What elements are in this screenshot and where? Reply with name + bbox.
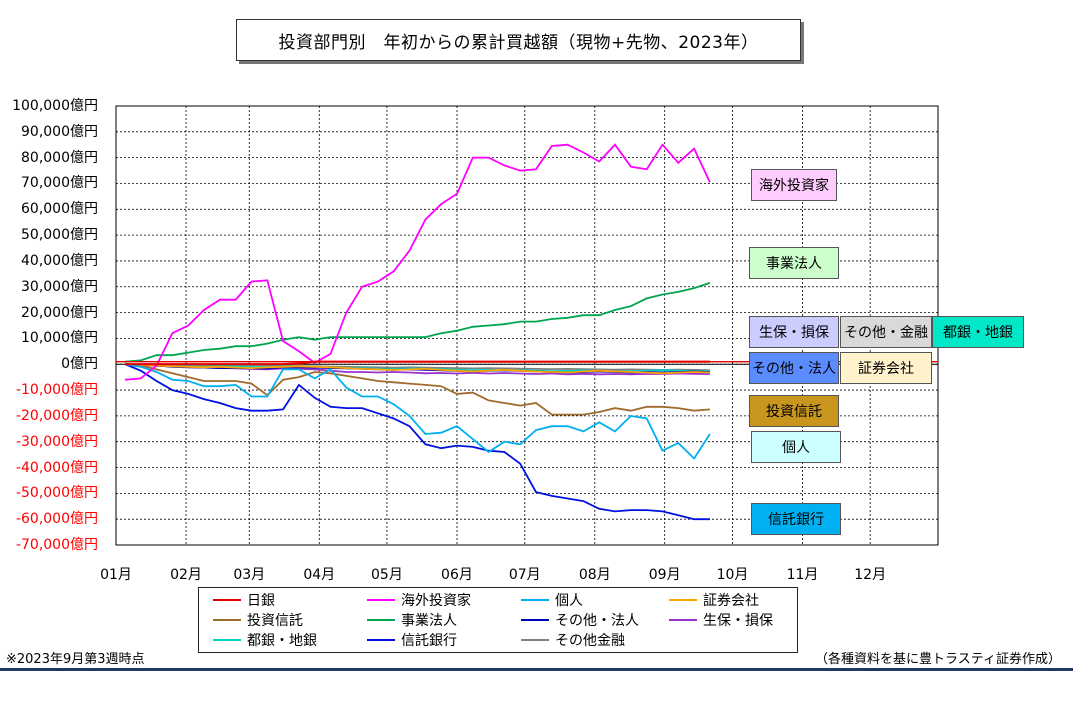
tag-life-insurance: 生保・損保 <box>749 316 839 348</box>
tag-individual: 個人 <box>751 431 841 463</box>
y-tick-label: 90,000億円 <box>21 123 98 140</box>
x-tick-label: 07月 <box>508 567 541 583</box>
legend-swatch <box>521 599 549 601</box>
y-tick-label: -60,000億円 <box>15 511 98 528</box>
legend-swatch <box>213 599 241 601</box>
legend-label: 信託銀行 <box>401 633 457 649</box>
series-line-事業法人 <box>124 282 711 363</box>
legend-item: 都銀・地銀 <box>213 630 317 650</box>
y-tick-label: 10,000億円 <box>21 330 98 347</box>
legend-swatch <box>367 639 395 641</box>
x-tick-label: 12月 <box>854 567 887 583</box>
legend-label: 個人 <box>555 593 583 609</box>
legend-label: 都銀・地銀 <box>247 633 317 649</box>
x-tick-label: 03月 <box>233 567 266 583</box>
tag-overseas: 海外投資家 <box>751 169 837 201</box>
legend-item: その他・法人 <box>521 610 639 630</box>
chart-legend: 日銀 海外投資家 個人 証券会社投資信託 事業法人 その他・法人 生保・損保都銀・地銀 信託銀… <box>198 587 798 653</box>
y-tick-label: -50,000億円 <box>15 485 98 502</box>
y-tick-label: 100,000億円 <box>12 98 98 114</box>
series-line-証券会社 <box>124 363 710 375</box>
series-line-海外投資家 <box>124 143 711 381</box>
x-tick-label: 09月 <box>648 567 681 583</box>
legend-label: 事業法人 <box>401 613 457 629</box>
legend-item: 日銀 <box>213 590 275 610</box>
legend-item: 事業法人 <box>367 610 457 630</box>
y-tick-label: 80,000億円 <box>21 149 98 166</box>
y-tick-label: -40,000億円 <box>15 459 98 476</box>
x-tick-label: 02月 <box>170 567 202 583</box>
x-tick-label: 10月 <box>716 567 749 583</box>
x-tick-label: 11月 <box>786 567 819 583</box>
legend-label: 投資信託 <box>247 613 303 629</box>
legend-item: その他金融 <box>521 630 625 650</box>
y-tick-label: -20,000億円 <box>15 407 98 424</box>
tag-city-bank: 都銀・地銀 <box>932 316 1024 348</box>
tag-business: 事業法人 <box>749 247 839 279</box>
x-tick-label: 06月 <box>441 567 473 583</box>
legend-swatch <box>521 619 549 621</box>
legend-swatch <box>669 619 697 621</box>
series-line-個人 <box>124 363 711 460</box>
legend-item: 生保・損保 <box>669 610 773 630</box>
y-tick-label: 70,000億円 <box>21 175 98 192</box>
footnote: ※2023年9月第3週時点 <box>6 652 145 667</box>
tag-securities: 証券会社 <box>840 352 932 384</box>
tag-other-corporation: その他・法人 <box>749 352 839 384</box>
legend-item: 投資信託 <box>213 610 303 630</box>
y-tick-label: 0億円 <box>61 356 98 373</box>
legend-swatch <box>367 619 395 621</box>
y-tick-label: 30,000億円 <box>21 278 98 295</box>
tag-other-financial: その他・金融 <box>840 316 932 348</box>
x-tick-label: 05月 <box>371 567 403 583</box>
legend-swatch <box>213 619 241 621</box>
series-line-信託銀行 <box>124 363 710 521</box>
legend-item: 信託銀行 <box>367 630 457 650</box>
y-tick-label: 50,000億円 <box>21 227 98 244</box>
y-tick-label: 20,000億円 <box>21 304 98 321</box>
legend-label: 生保・損保 <box>703 613 773 629</box>
y-tick-label: -30,000億円 <box>15 433 98 450</box>
y-tick-label: 40,000億円 <box>21 252 98 269</box>
series-line-投資信託 <box>124 363 710 416</box>
legend-swatch <box>521 639 549 641</box>
legend-item: 個人 <box>521 590 583 610</box>
legend-swatch <box>367 599 395 601</box>
legend-swatch <box>213 639 241 641</box>
bottom-divider <box>0 668 1073 671</box>
legend-label: その他・法人 <box>555 613 639 629</box>
tag-trust-bank: 信託銀行 <box>751 503 841 535</box>
legend-label: その他金融 <box>555 633 625 649</box>
legend-label: 海外投資家 <box>401 593 471 609</box>
y-tick-label: -10,000億円 <box>15 382 98 399</box>
x-tick-label: 08月 <box>578 567 611 583</box>
chart-title: 投資部門別 年初からの累計買越額（現物+先物、2023年） <box>236 19 801 61</box>
legend-label: 証券会社 <box>703 593 759 609</box>
legend-item: 証券会社 <box>669 590 759 610</box>
x-tick-label: 01月 <box>100 567 132 583</box>
y-tick-label: 60,000億円 <box>21 201 98 218</box>
legend-item: 海外投資家 <box>367 590 471 610</box>
source-note: （各種資料を基に豊トラスティ証券作成） <box>815 652 1061 667</box>
y-tick-label: -70,000億円 <box>15 537 98 553</box>
tag-investment-trust: 投資信託 <box>749 395 839 427</box>
x-tick-label: 04月 <box>303 567 336 583</box>
legend-label: 日銀 <box>247 593 275 609</box>
legend-swatch <box>669 599 697 601</box>
